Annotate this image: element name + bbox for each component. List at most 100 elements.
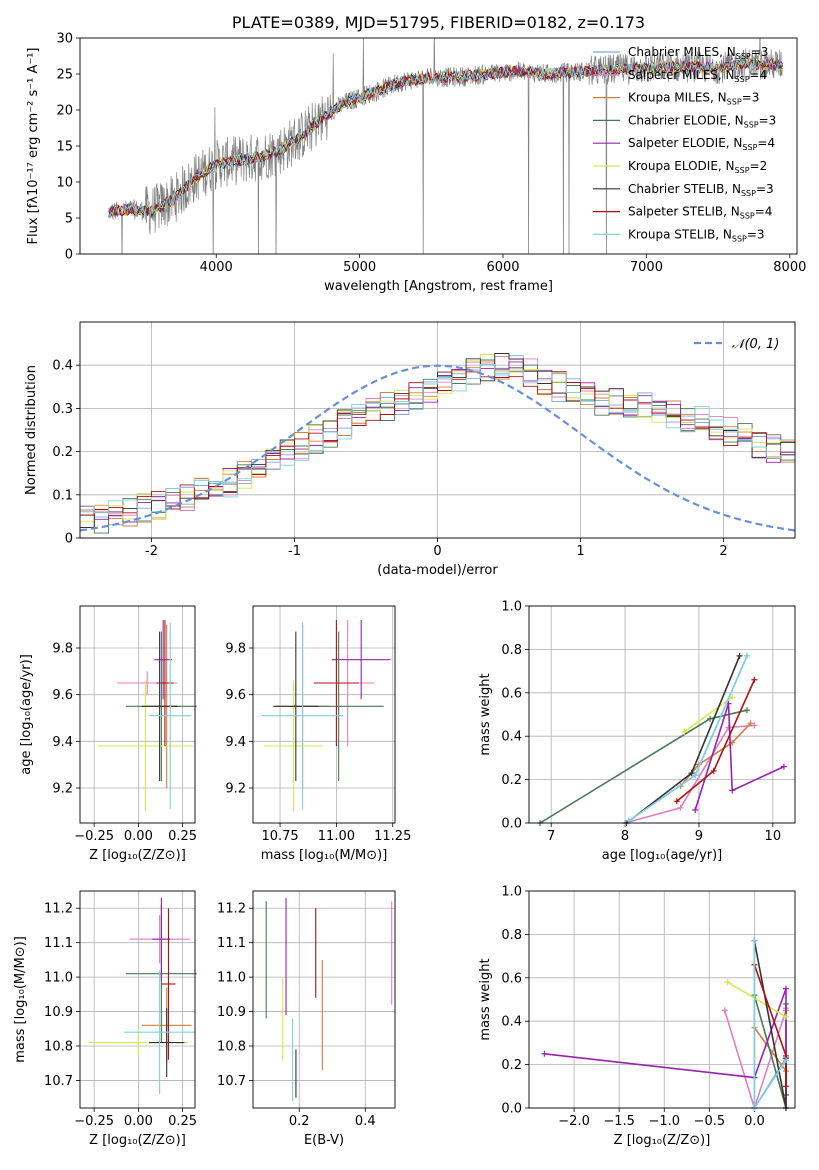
series <box>673 676 758 805</box>
y-tick-label: 9.8 <box>52 642 73 657</box>
y-tick-label: 1.0 <box>501 600 522 615</box>
x-tick-label: −0.5 <box>694 1114 726 1129</box>
x-tick-label: 5000 <box>343 260 376 275</box>
y-tick-label: 0.2 <box>52 445 73 460</box>
x-tick-label: 1 <box>576 544 584 559</box>
axes-frame <box>252 605 396 824</box>
y-tick-label: 9.2 <box>225 782 246 797</box>
series <box>541 985 789 1098</box>
x-tick-label: 10.75 <box>261 829 298 844</box>
axes-frame <box>79 321 796 539</box>
panel-0: 4000 5000 6000 7000 8000 0 5 10 15 20 25 30 waveleng… <box>26 32 806 295</box>
x-axis-label: Z [log₁₀(Z/Z⊙)] <box>89 1133 186 1148</box>
x-tick-label: −1.5 <box>603 1114 635 1129</box>
point-marker <box>780 763 787 770</box>
point-marker <box>729 787 736 794</box>
y-tick-label: 10.9 <box>44 1005 73 1020</box>
x-tick-label: -2 <box>145 544 158 559</box>
point-marker <box>743 707 750 714</box>
point-marker <box>782 1083 789 1090</box>
histogram-series <box>80 371 795 516</box>
point-marker <box>721 1007 728 1014</box>
y-tick-label: 0.0 <box>501 1102 522 1117</box>
legend-entry: Chabrier MILES, NSSP=3 <box>628 45 768 61</box>
point-marker <box>736 652 743 659</box>
error-bar <box>156 620 174 746</box>
series <box>625 652 750 824</box>
y-tick-label: 0.3 <box>52 402 73 417</box>
x-tick-label: 6000 <box>486 260 519 275</box>
y-tick-label: 0.1 <box>52 488 73 503</box>
y-tick-label: 20 <box>56 104 73 119</box>
x-tick-label: 8000 <box>773 260 806 275</box>
point-marker <box>710 767 717 774</box>
x-tick-label: 2 <box>719 544 727 559</box>
y-tick-label: 25 <box>56 68 73 83</box>
series <box>537 707 750 826</box>
x-tick-label: −1.0 <box>648 1114 680 1129</box>
y-tick-label: 0.8 <box>501 643 522 658</box>
x-tick-label: 0.2 <box>289 1114 310 1129</box>
error-bar <box>97 680 194 812</box>
y-tick-label: 1.0 <box>501 885 522 900</box>
error-bar <box>264 680 323 812</box>
panel-1: -2 -1 0 1 2 0 0.1 0.2 0.3 0.4 (data-model)/error No… <box>24 321 796 578</box>
error-bar <box>331 620 391 700</box>
x-tick-label: 11.00 <box>318 829 355 844</box>
error-bar <box>152 897 171 981</box>
error-bar <box>141 631 178 781</box>
point-marker <box>747 720 754 727</box>
y-tick-label: 30 <box>56 32 73 47</box>
y-tick-label: 10.8 <box>44 1040 73 1055</box>
legend: 𝒩(0, 1) <box>694 337 779 352</box>
error-bar <box>273 631 319 781</box>
series-line <box>694 703 785 811</box>
histogram-series <box>80 354 795 523</box>
axes-frame <box>528 605 796 824</box>
legend-entry: Kroupa ELODIE, NSSP=2 <box>628 159 767 175</box>
series <box>724 979 789 1020</box>
y-tick-label: 9.4 <box>52 735 73 750</box>
point-marker <box>688 770 695 777</box>
point-marker <box>725 724 732 731</box>
legend-entry: Salpeter MILES, NSSP=4 <box>628 68 767 84</box>
panel-5: −0.25 0.00 0.25 10.7 10.8 10.9 11.0 11.1 11.2 Z [… <box>13 890 197 1148</box>
y-axis-label: mass [log₁₀(M/M⊙)] <box>13 936 28 1063</box>
x-tick-label: 0.4 <box>355 1114 376 1129</box>
point-marker <box>692 772 699 779</box>
y-tick-label: 10.8 <box>217 1040 246 1055</box>
y-tick-label: 11.0 <box>217 971 246 986</box>
x-tick-label: 9 <box>695 829 703 844</box>
point-marker <box>681 728 688 735</box>
x-axis-label: age [log₁₀(age/yr)] <box>602 848 723 863</box>
series <box>623 652 743 826</box>
axes-frame <box>79 37 798 255</box>
histogram-series <box>80 364 795 522</box>
series-line <box>676 679 756 802</box>
y-axis-label: mass weight <box>478 958 493 1040</box>
y-tick-label: 15 <box>56 140 73 155</box>
point-marker <box>782 985 789 992</box>
y-axis-label: Normed distribution <box>24 365 39 495</box>
point-marker <box>707 715 714 722</box>
x-tick-label: 0.00 <box>124 1114 153 1129</box>
x-tick-label: −0.25 <box>74 1114 114 1129</box>
axes-frame <box>528 890 796 1109</box>
y-axis-label: Flux [fλ10⁻¹⁷ erg cm⁻² s⁻¹ A⁻¹] <box>26 48 41 245</box>
legend-entry: Kroupa MILES, NSSP=3 <box>628 91 759 107</box>
series <box>681 694 736 735</box>
point-marker <box>673 798 680 805</box>
y-tick-label: 0.6 <box>501 686 522 701</box>
y-tick-label: 0.4 <box>501 730 522 745</box>
error-bar <box>124 970 195 1095</box>
y-tick-label: 0 <box>65 248 73 263</box>
y-tick-label: 0.8 <box>501 928 522 943</box>
y-tick-label: 0.6 <box>501 971 522 986</box>
x-axis-label: E(B-V) <box>304 1133 344 1148</box>
plot-area <box>108 38 784 254</box>
y-tick-label: 11.2 <box>217 902 246 917</box>
point-marker <box>782 1057 789 1064</box>
series-line <box>544 988 787 1095</box>
axes-frame <box>79 890 196 1109</box>
x-tick-label: 0.25 <box>168 829 197 844</box>
